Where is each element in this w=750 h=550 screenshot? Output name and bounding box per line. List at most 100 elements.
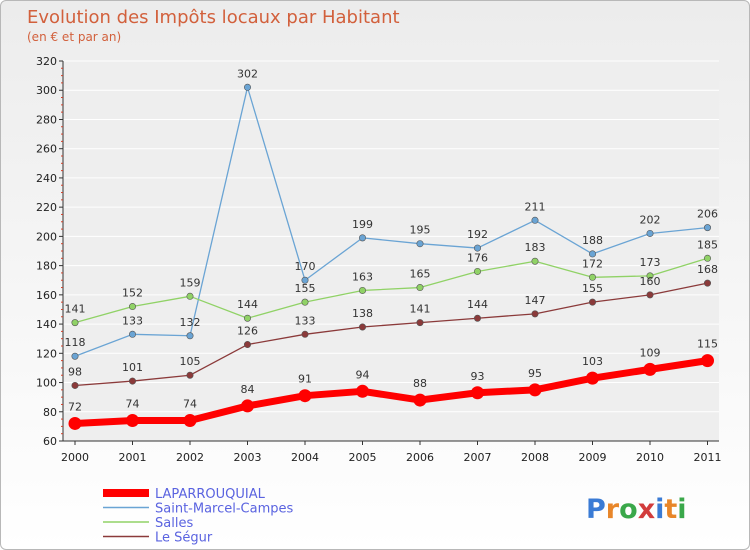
data-label-le-s-gur-2000: 98 [68,365,82,378]
y-tick-label-240: 240 [36,172,57,185]
data-label-laparrouquial-2001: 74 [126,398,140,411]
data-label-saint-marcel-campes-2000: 118 [65,336,86,349]
data-label-laparrouquial-2000: 72 [68,400,82,413]
point-salles-2002 [186,292,194,300]
data-label-saint-marcel-campes-2008: 211 [525,200,546,213]
point-laparrouquial-2009 [586,371,599,385]
grid-layer [63,60,719,442]
point-saint-marcel-campes-2004 [301,276,309,284]
point-le-s-gur-2002 [186,371,194,379]
logo-letter: t [664,494,677,525]
point-salles-2005 [358,286,366,294]
data-label-salles-2004: 155 [295,282,316,295]
y-tick-label-280: 280 [36,113,57,126]
data-label-salles-2011: 185 [697,238,718,251]
data-label-salles-2007: 176 [467,251,488,264]
point-le-s-gur-2003 [244,341,252,349]
legend: LAPARROUQUIALSaint-Marcel-CampesSallesLe… [103,487,294,546]
data-label-saint-marcel-campes-2003: 302 [237,67,258,80]
data-label-laparrouquial-2003: 84 [241,383,255,396]
point-laparrouquial-2010 [643,362,657,376]
y-tick-label-320: 320 [36,55,57,68]
y-tick-label-220: 220 [36,201,57,214]
data-label-laparrouquial-2006: 88 [413,377,427,390]
x-tick-label-2006: 2006 [406,451,434,464]
data-label-saint-marcel-campes-2005: 199 [352,218,373,231]
series-line-salles [74,257,709,324]
data-label-saint-marcel-campes-2010: 202 [640,213,661,226]
data-label-le-s-gur-2003: 126 [237,325,258,338]
point-laparrouquial-2000 [68,416,82,430]
logo-letter: x [638,494,655,525]
y-tick-label-260: 260 [36,143,57,156]
legend-label-le-s-gur: Le Ségur [155,531,213,546]
chart-subtitle: (en € et par an) [27,30,121,44]
plot-area [63,61,719,441]
point-saint-marcel-campes-2007 [473,244,481,252]
point-saint-marcel-campes-2009 [588,250,596,258]
point-laparrouquial-2001 [126,414,139,428]
legend-label-salles: Salles [155,516,193,531]
proxiti-logo: Proxiti [586,494,687,525]
data-label-saint-marcel-campes-2001: 133 [122,314,143,327]
data-label-laparrouquial-2008: 95 [528,367,542,380]
x-tick-label-2007: 2007 [464,451,492,464]
point-laparrouquial-2002 [183,414,197,428]
point-saint-marcel-campes-2003 [244,83,252,91]
data-label-le-s-gur-2002: 105 [180,355,201,368]
point-laparrouquial-2011 [701,354,714,368]
data-label-salles-2006: 165 [410,268,431,281]
data-label-salles-2005: 163 [352,270,373,283]
point-laparrouquial-2003 [241,399,254,413]
series-layer [68,83,714,430]
point-le-s-gur-2007 [473,314,481,322]
point-laparrouquial-2007 [471,386,484,400]
point-saint-marcel-campes-2001 [129,330,137,338]
data-label-le-s-gur-2006: 141 [410,303,431,316]
data-label-laparrouquial-2010: 109 [640,346,661,359]
data-label-laparrouquial-2011: 115 [697,338,718,351]
data-label-salles-2001: 152 [122,287,143,300]
data-label-le-s-gur-2008: 147 [525,294,546,307]
x-tick-label-2004: 2004 [291,451,319,464]
point-le-s-gur-2000 [71,381,79,389]
data-label-saint-marcel-campes-2011: 206 [697,208,718,221]
point-saint-marcel-campes-2006 [416,240,424,248]
point-salles-2006 [416,284,424,292]
data-label-le-s-gur-2009: 155 [582,282,603,295]
logo-letter: P [586,494,606,525]
point-laparrouquial-2005 [356,384,369,398]
logo-letter: i [677,494,686,525]
axis-layer: 60 80 100 120 140 160 180 200 220 240 260 280 300 320… [36,55,722,464]
y-tick-label-100: 100 [36,377,57,390]
point-salles-2001 [129,303,137,311]
y-tick-label-140: 140 [36,318,57,331]
data-label-laparrouquial-2007: 93 [471,370,485,383]
x-tick-label-2003: 2003 [234,451,262,464]
point-saint-marcel-campes-2000 [71,352,79,360]
logo-letter: o [619,494,638,525]
point-le-s-gur-2006 [416,319,424,327]
legend-label-saint-marcel-campes: Saint-Marcel-Campes [155,502,294,517]
point-le-s-gur-2001 [129,377,137,385]
data-label-laparrouquial-2002: 74 [183,398,197,411]
logo-letter: i [655,494,664,525]
data-label-salles-2000: 141 [65,303,86,316]
point-saint-marcel-campes-2008 [531,216,539,224]
point-laparrouquial-2008 [528,383,542,397]
x-tick-label-2009: 2009 [579,451,607,464]
data-label-laparrouquial-2005: 94 [356,368,370,381]
data-label-laparrouquial-2004: 91 [298,373,312,386]
data-label-laparrouquial-2009: 103 [582,355,603,368]
data-label-le-s-gur-2007: 144 [467,298,488,311]
x-tick-label-2008: 2008 [521,451,549,464]
point-salles-2009 [588,273,596,281]
point-le-s-gur-2005 [358,323,366,331]
point-salles-2010 [646,272,654,280]
data-label-salles-2009: 172 [582,257,603,270]
data-label-salles-2010: 173 [640,256,661,269]
data-label-le-s-gur-2004: 133 [295,314,316,327]
x-tick-label-2001: 2001 [119,451,147,464]
